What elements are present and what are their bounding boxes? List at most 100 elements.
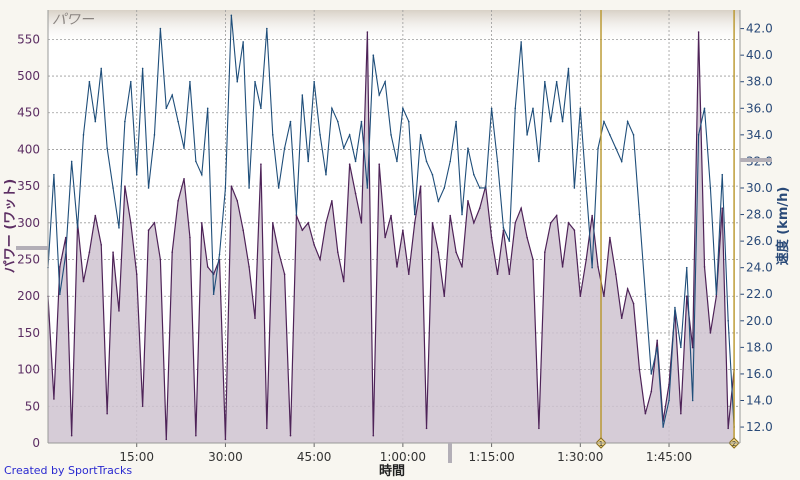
speed-point: [449, 160, 451, 163]
power-point: [313, 244, 315, 246]
power-point: [526, 236, 528, 239]
speed-point: [242, 41, 244, 43]
left-tick-label: 500: [17, 69, 40, 83]
power-point: [585, 258, 588, 261]
speed-point: [112, 187, 114, 189]
power-point: [59, 266, 61, 268]
speed-point: [413, 213, 416, 216]
grid: [48, 10, 740, 443]
x-tick-label: 1:45:00: [646, 450, 692, 464]
speed-point: [697, 134, 700, 136]
speed-point: [183, 147, 185, 149]
speed-point: [532, 107, 534, 110]
speed-point: [502, 227, 505, 229]
power-point: [431, 222, 434, 224]
x-axis-ticks: 15:00 30:00 45:00 1:00:00 1:15:00 1:30:00 1:45…: [119, 443, 692, 464]
x-tick-label: 45:00: [297, 450, 332, 464]
speed-point: [106, 147, 108, 149]
power-point: [112, 251, 114, 253]
speed-point: [88, 80, 91, 83]
speed-point: [614, 147, 617, 149]
lap-marker-label: 1: [599, 440, 603, 448]
power-point: [124, 185, 126, 187]
power-point: [118, 310, 120, 312]
power-point: [544, 251, 546, 253]
power-point: [242, 229, 244, 231]
power-point: [727, 427, 729, 430]
power-point: [141, 405, 144, 408]
power-point: [591, 214, 593, 217]
speed-point: [59, 293, 61, 296]
speed-point: [325, 173, 327, 176]
power-point: [260, 163, 262, 165]
speed-point: [82, 134, 85, 136]
power-point: [130, 222, 132, 224]
power-point: [597, 266, 599, 268]
speed-point: [118, 227, 120, 229]
left-tick-label: 200: [17, 289, 40, 303]
speed-point: [212, 293, 215, 296]
power-point: [70, 434, 73, 437]
power-point: [94, 214, 97, 217]
chart-title: パワー: [52, 12, 95, 28]
speed-point: [260, 107, 262, 110]
y2-axis-label: 速度 (km/h): [775, 187, 791, 266]
speed-point: [467, 147, 469, 149]
speed-point: [372, 54, 375, 56]
speed-point: [348, 134, 351, 136]
power-point: [236, 200, 239, 202]
speed-point: [402, 107, 404, 110]
speed-point: [490, 107, 493, 110]
right-axis-handle[interactable]: [740, 158, 772, 162]
speed-point: [715, 293, 718, 296]
speed-point: [638, 213, 641, 216]
credit-link[interactable]: Created by SportTracks: [4, 464, 133, 477]
power-point: [159, 258, 162, 261]
right-tick-label: 12.0: [746, 420, 773, 434]
power-point: [402, 229, 404, 231]
power-point: [301, 229, 304, 231]
speed-point: [289, 120, 292, 123]
speed-point: [70, 160, 73, 163]
left-axis-handle[interactable]: [16, 246, 48, 250]
speed-point: [177, 120, 179, 123]
speed-point: [396, 160, 398, 163]
power-point: [407, 273, 410, 276]
right-tick-label: 26.0: [746, 234, 773, 248]
speed-point: [514, 107, 517, 110]
speed-point: [644, 293, 647, 296]
power-point: [721, 207, 724, 209]
power-point: [680, 412, 682, 415]
speed-point: [360, 120, 363, 123]
speed-point: [337, 120, 339, 123]
speed-point: [189, 80, 191, 83]
power-point: [135, 273, 138, 276]
speed-point: [520, 41, 522, 43]
power-point: [88, 251, 91, 253]
x-axis-label: 時間: [379, 463, 405, 479]
right-tick-label: 16.0: [746, 367, 773, 381]
x-axis-handle[interactable]: [448, 443, 452, 463]
power-point: [378, 163, 381, 165]
speed-series: [47, 14, 735, 428]
power-point: [478, 207, 481, 209]
power-point: [248, 266, 250, 268]
power-point: [538, 427, 540, 430]
power-point: [266, 427, 268, 430]
speed-point: [366, 187, 369, 189]
speed-point: [526, 134, 528, 136]
right-tick-label: 24.0: [746, 261, 773, 275]
speed-point: [561, 120, 564, 123]
power-point: [53, 398, 55, 400]
power-point: [277, 251, 280, 253]
power-point: [82, 280, 85, 283]
right-tick-label: 38.0: [746, 75, 773, 89]
speed-point: [443, 187, 446, 189]
left-tick-label: 50: [25, 399, 40, 413]
speed-point: [94, 120, 97, 123]
speed-point: [461, 213, 463, 216]
power-point: [189, 236, 191, 239]
lap-marker-label: 2: [732, 440, 736, 448]
power-point: [177, 200, 179, 202]
y-axis-label: パワー (ワット): [3, 179, 18, 273]
